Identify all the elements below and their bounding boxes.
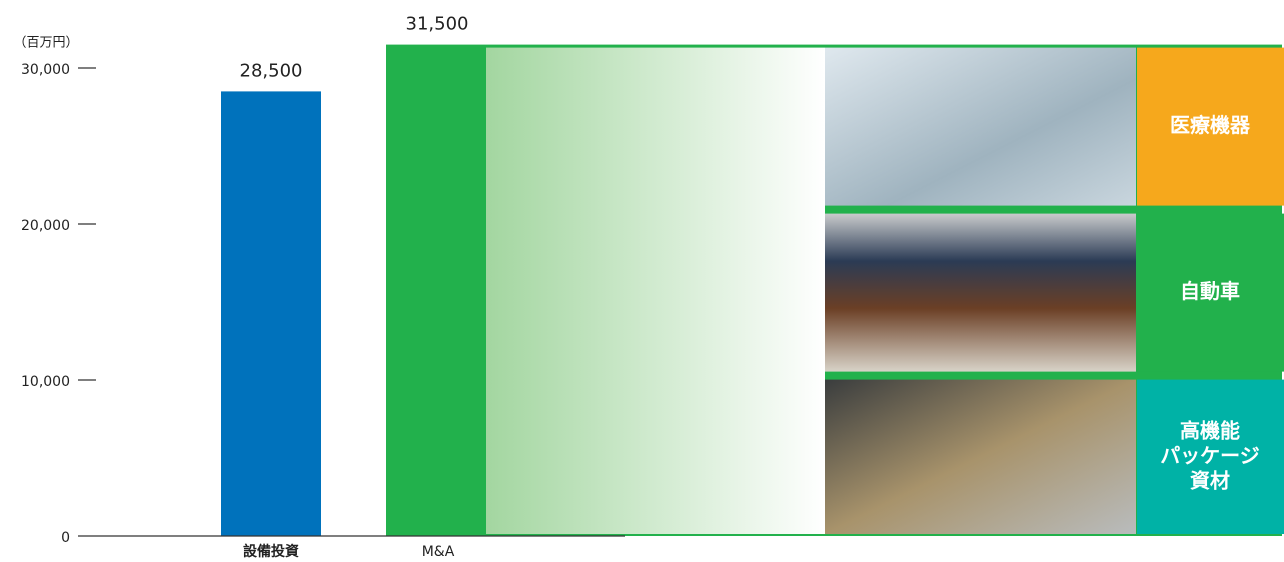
sector-box — [1137, 47, 1284, 206]
y-tick-label: 10,000 — [21, 374, 70, 390]
x-tick-label: M&A — [422, 544, 455, 560]
sector-label: 高機能 — [1180, 418, 1240, 442]
value-label: 31,500 — [406, 14, 469, 35]
gradient-panel — [486, 47, 825, 534]
y-tick-label: 30,000 — [21, 62, 70, 78]
bar — [221, 91, 321, 537]
value-label: 28,500 — [240, 60, 303, 81]
y-axis-label: （百万円） — [13, 36, 78, 51]
sector-box — [1137, 213, 1284, 372]
photo — [825, 213, 1136, 372]
photo — [825, 379, 1136, 534]
sector-box — [1137, 379, 1284, 534]
y-tick-label: 0 — [61, 530, 70, 546]
x-tick-label: 設備投資 — [243, 543, 299, 560]
sector-label: 自動車 — [1180, 279, 1240, 303]
photo — [825, 47, 1136, 206]
sector-label: パッケージ — [1160, 443, 1260, 467]
sector-label: 資材 — [1190, 468, 1230, 492]
sector-label: 医療機器 — [1170, 113, 1251, 137]
y-tick-label: 20,000 — [21, 218, 70, 234]
